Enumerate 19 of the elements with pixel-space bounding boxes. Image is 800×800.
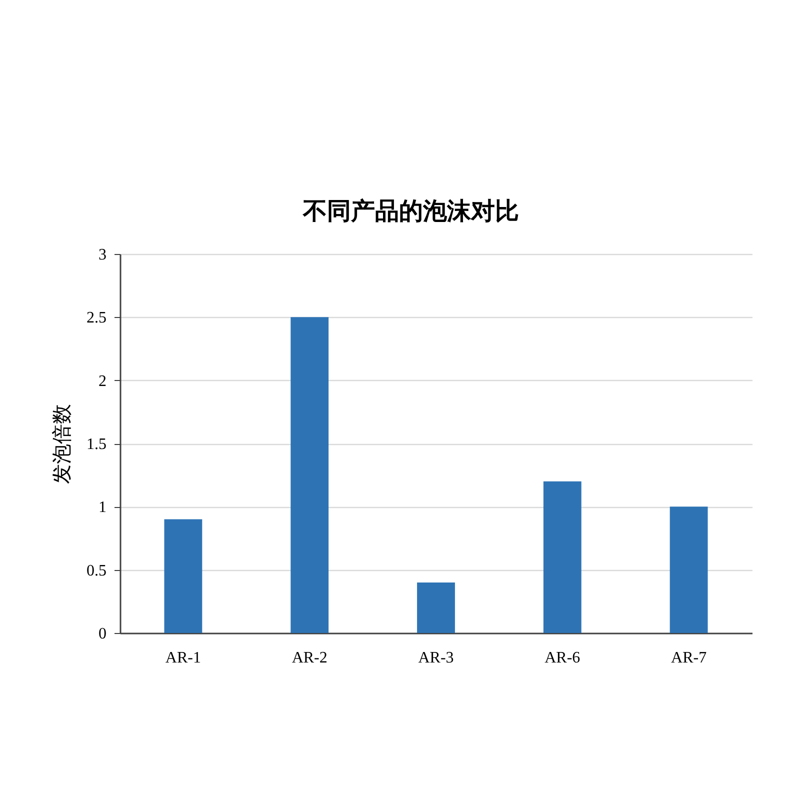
- y-tick-label: 3: [98, 246, 106, 264]
- x-tick-label: AR-1: [165, 650, 201, 666]
- x-tick-label: AR-7: [671, 650, 707, 666]
- bar: [164, 519, 202, 633]
- y-tick-label: 2.5: [86, 310, 106, 327]
- x-tick-label: AR-2: [292, 650, 328, 666]
- bar: [670, 506, 708, 633]
- x-tick-label: AR-3: [418, 650, 454, 666]
- bar: [417, 582, 455, 633]
- y-tick-label: 2: [98, 372, 106, 390]
- y-tick-label: 0: [98, 626, 106, 642]
- chart-title: 不同产品的泡沫对比: [302, 197, 519, 225]
- bar: [290, 317, 329, 633]
- x-tick-label: AR-6: [544, 650, 580, 666]
- y-axis-title: 发泡倍数: [50, 404, 74, 484]
- y-tick-label: 1: [98, 499, 106, 516]
- y-tick-label: 1.5: [86, 436, 106, 453]
- y-tick-label: 0.5: [86, 562, 106, 580]
- bar: [543, 481, 582, 633]
